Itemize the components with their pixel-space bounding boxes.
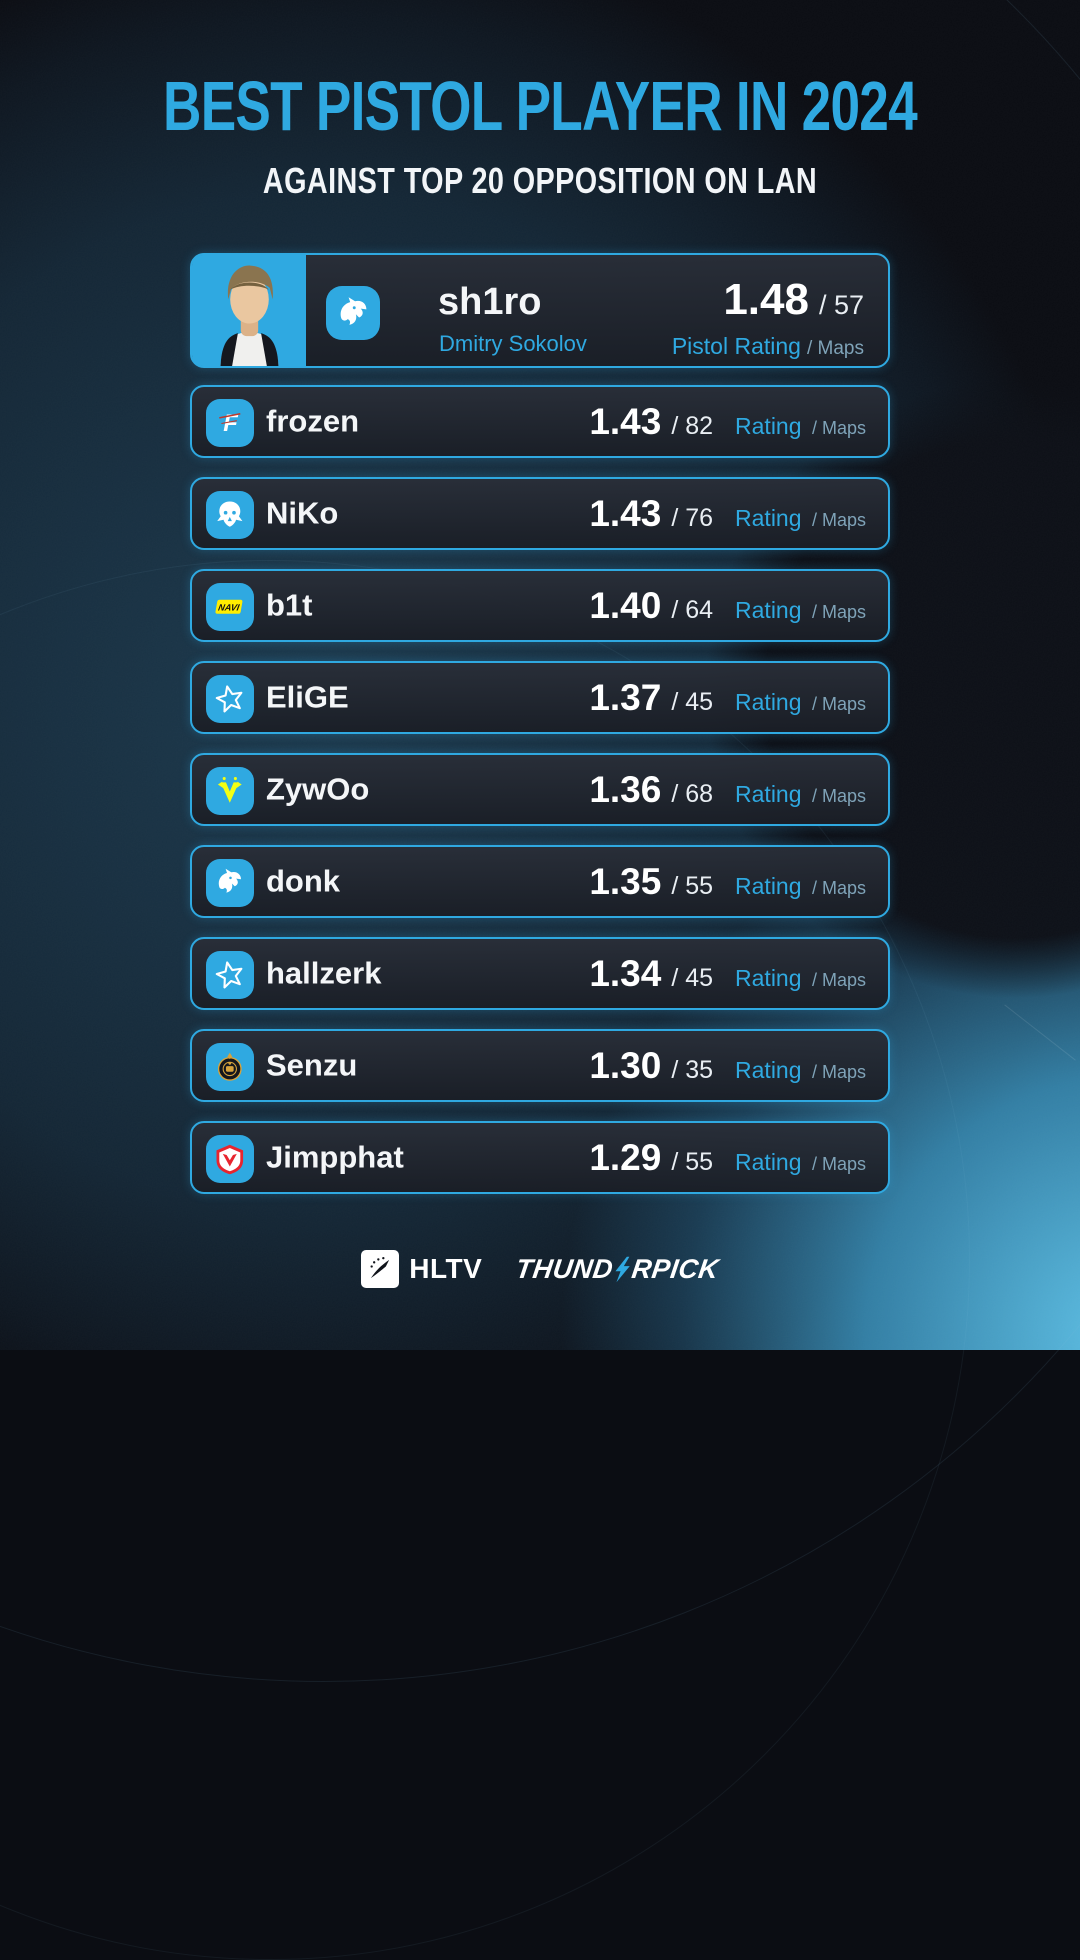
rating-value: 1.43 [589, 492, 662, 534]
maps-value: / 45 [671, 687, 714, 716]
vitality-logo-icon [206, 767, 254, 815]
thunderpick-wordmark-left: THUND [514, 1253, 616, 1284]
player-name: Senzu [266, 1046, 358, 1082]
navi-logo-icon: NAVI [206, 583, 254, 631]
player-name: EliGE [266, 678, 349, 714]
hltv-wordmark: HLTV [409, 1253, 483, 1284]
player-name: frozen [266, 402, 359, 438]
lightning-bolt-icon [612, 1256, 633, 1283]
maps-label: / Maps [811, 877, 866, 898]
page-title: BEST PISTOL PLAYER IN 2024 [163, 67, 918, 145]
player-row: F frozen 1.43 / 82 Rating / Maps [190, 385, 890, 458]
player-name: sh1ro [438, 281, 542, 323]
spirit-logo-icon [326, 286, 380, 340]
player-row: Senzu 1.30 / 35 Rating / Maps [190, 1029, 890, 1102]
rating-label: Rating [735, 1148, 802, 1175]
svg-text:NAVI: NAVI [218, 603, 241, 613]
maps-value: / 55 [671, 1147, 714, 1176]
player-row: NAVI b1t 1.40 / 64 Rating / Maps [190, 569, 890, 642]
rating-label: Rating [735, 596, 802, 623]
top-player-card: sh1ro Dmitry Sokolov 1.48 / 57 Pistol Ra… [190, 253, 890, 368]
sh1ro-portrait-illustration [193, 255, 305, 366]
maps-value: / 68 [671, 779, 714, 808]
g2-logo-icon [206, 491, 254, 539]
rating-label: Rating [735, 780, 802, 807]
complexity-logo-icon [206, 675, 254, 723]
player-row: NiKo 1.43 / 76 Rating / Maps [190, 477, 890, 550]
rating-value: 1.35 [589, 860, 662, 902]
maps-label: / Maps [811, 693, 866, 714]
player-row: ZywOo 1.36 / 68 Rating / Maps [190, 753, 890, 826]
rating-value: 1.43 [589, 400, 662, 442]
maps-value: / 45 [671, 963, 714, 992]
page-subtitle: AGAINST TOP 20 OPPOSITION ON LAN [262, 160, 818, 201]
maps-value: / 64 [671, 595, 714, 624]
rating-value: 1.30 [589, 1044, 662, 1086]
hltv-logo: HLTV [361, 1250, 482, 1288]
rating-value: 1.29 [589, 1136, 662, 1178]
maps-label: / Maps [811, 601, 866, 622]
maps-value: / 76 [671, 503, 714, 532]
player-name: Jimpphat [266, 1138, 404, 1174]
faze-logo-icon: F [206, 399, 254, 447]
maps-label: / Maps [811, 785, 866, 806]
player-row: hallzerk 1.34 / 45 Rating / Maps [190, 937, 890, 1010]
rating-value: 1.40 [589, 584, 662, 626]
thunderpick-logo: THUND RPICK [514, 1254, 721, 1285]
rating-value: 1.37 [589, 676, 662, 718]
player-name: NiKo [266, 494, 339, 530]
rating-value: 1.34 [589, 952, 662, 994]
complexity-logo-icon [206, 951, 254, 999]
player-real-name: Dmitry Sokolov [439, 331, 587, 356]
player-name: hallzerk [266, 954, 382, 990]
rating-label: Pistol Rating [671, 333, 801, 359]
thunderpick-wordmark-right: RPICK [630, 1253, 721, 1284]
spirit-logo-icon [206, 859, 254, 907]
mongolz-logo-icon [206, 1043, 254, 1091]
maps-label: / Maps [811, 1061, 866, 1082]
rating-label: Rating [735, 504, 802, 531]
mouz-logo-icon [206, 1135, 254, 1183]
player-photo [192, 255, 306, 366]
rating-label: Rating [735, 964, 802, 991]
player-name: ZywOo [266, 770, 370, 806]
hltv-gauge-icon [361, 1250, 400, 1288]
maps-label: / Maps [811, 509, 866, 530]
footer: HLTV THUND RPICK [0, 1246, 1080, 1292]
player-row: EliGE 1.37 / 45 Rating / Maps [190, 661, 890, 734]
rating-value: 1.48 [723, 275, 809, 324]
player-list: F frozen 1.43 / 82 Rating / Maps NiKo 1.… [190, 385, 890, 1213]
player-name: b1t [266, 586, 313, 622]
player-name: donk [266, 862, 341, 898]
maps-label: / Maps [811, 417, 866, 438]
rating-value: 1.36 [589, 768, 662, 810]
player-row: donk 1.35 / 55 Rating / Maps [190, 845, 890, 918]
player-row: Jimpphat 1.29 / 55 Rating / Maps [190, 1121, 890, 1194]
maps-label: / Maps [811, 969, 866, 990]
maps-value: / 55 [671, 871, 714, 900]
rating-label: Rating [735, 412, 802, 439]
rating-label: Rating [735, 688, 802, 715]
maps-value: / 35 [671, 1055, 714, 1084]
maps-value: / 57 [818, 290, 864, 320]
rating-label: Rating [735, 1056, 802, 1083]
maps-value: / 82 [671, 411, 714, 440]
maps-label: / Maps [806, 338, 864, 359]
rating-label: Rating [735, 872, 802, 899]
maps-label: / Maps [811, 1153, 866, 1174]
